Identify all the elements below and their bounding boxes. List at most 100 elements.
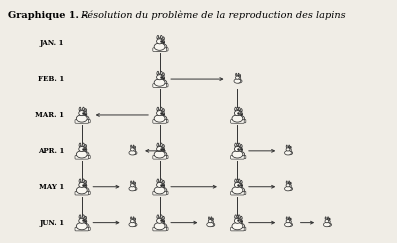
Ellipse shape <box>232 187 243 194</box>
Ellipse shape <box>157 215 158 218</box>
Ellipse shape <box>241 180 242 183</box>
Ellipse shape <box>79 223 89 229</box>
Ellipse shape <box>83 143 85 147</box>
Ellipse shape <box>163 109 164 112</box>
Ellipse shape <box>82 109 83 112</box>
Ellipse shape <box>157 43 167 50</box>
FancyBboxPatch shape <box>78 227 90 230</box>
Ellipse shape <box>81 148 87 152</box>
Ellipse shape <box>82 145 83 148</box>
Ellipse shape <box>133 181 134 183</box>
FancyBboxPatch shape <box>78 191 90 195</box>
Ellipse shape <box>288 218 289 220</box>
Ellipse shape <box>76 223 87 230</box>
Ellipse shape <box>237 180 239 183</box>
Ellipse shape <box>329 218 330 220</box>
Ellipse shape <box>288 220 291 223</box>
Ellipse shape <box>234 79 241 83</box>
Ellipse shape <box>156 39 163 44</box>
Ellipse shape <box>133 220 136 223</box>
Ellipse shape <box>161 143 162 147</box>
Ellipse shape <box>210 220 214 223</box>
Ellipse shape <box>208 217 209 219</box>
Ellipse shape <box>156 75 163 80</box>
FancyBboxPatch shape <box>153 191 166 195</box>
Ellipse shape <box>85 180 87 183</box>
Text: APR. 1: APR. 1 <box>38 147 64 155</box>
Ellipse shape <box>160 37 161 40</box>
Ellipse shape <box>81 112 87 116</box>
Ellipse shape <box>286 217 287 219</box>
Ellipse shape <box>238 73 239 76</box>
FancyBboxPatch shape <box>153 227 166 231</box>
Ellipse shape <box>131 187 137 191</box>
Ellipse shape <box>290 218 291 220</box>
Ellipse shape <box>240 75 241 77</box>
Ellipse shape <box>290 182 291 184</box>
FancyBboxPatch shape <box>231 156 244 159</box>
Ellipse shape <box>157 179 158 182</box>
Ellipse shape <box>131 151 137 155</box>
Ellipse shape <box>289 145 290 148</box>
Ellipse shape <box>287 223 293 226</box>
Ellipse shape <box>239 143 240 147</box>
Ellipse shape <box>154 115 165 122</box>
Ellipse shape <box>212 218 214 220</box>
Ellipse shape <box>234 182 241 187</box>
Ellipse shape <box>135 146 136 148</box>
FancyBboxPatch shape <box>153 84 166 87</box>
Ellipse shape <box>85 145 87 148</box>
Ellipse shape <box>76 187 87 194</box>
FancyBboxPatch shape <box>156 84 168 87</box>
FancyBboxPatch shape <box>153 120 166 123</box>
FancyBboxPatch shape <box>78 155 90 159</box>
Ellipse shape <box>157 71 158 75</box>
Ellipse shape <box>79 215 81 218</box>
Ellipse shape <box>79 218 85 223</box>
Ellipse shape <box>163 37 164 40</box>
Ellipse shape <box>157 151 167 158</box>
Ellipse shape <box>83 107 85 111</box>
Ellipse shape <box>82 180 83 183</box>
Ellipse shape <box>285 222 291 227</box>
FancyBboxPatch shape <box>234 227 246 230</box>
Ellipse shape <box>288 182 289 184</box>
Text: JUN. 1: JUN. 1 <box>39 219 64 227</box>
Ellipse shape <box>161 179 162 182</box>
Ellipse shape <box>156 147 163 152</box>
Ellipse shape <box>133 217 134 219</box>
Ellipse shape <box>234 147 241 152</box>
Ellipse shape <box>232 115 243 122</box>
Ellipse shape <box>288 146 289 148</box>
Ellipse shape <box>211 217 212 219</box>
Ellipse shape <box>79 115 89 122</box>
Ellipse shape <box>163 216 164 219</box>
FancyBboxPatch shape <box>156 48 168 51</box>
Ellipse shape <box>237 216 239 219</box>
Ellipse shape <box>81 183 87 188</box>
Ellipse shape <box>79 107 81 111</box>
Ellipse shape <box>157 35 158 39</box>
Ellipse shape <box>239 179 240 182</box>
Ellipse shape <box>208 220 212 223</box>
Ellipse shape <box>286 145 287 148</box>
Ellipse shape <box>133 149 136 151</box>
Ellipse shape <box>163 73 164 76</box>
Ellipse shape <box>235 179 236 182</box>
Ellipse shape <box>328 217 329 219</box>
Ellipse shape <box>135 218 136 220</box>
Ellipse shape <box>239 107 240 111</box>
Ellipse shape <box>83 215 85 218</box>
Ellipse shape <box>157 143 158 147</box>
Ellipse shape <box>237 148 243 152</box>
Ellipse shape <box>232 223 243 230</box>
Ellipse shape <box>133 145 134 148</box>
Ellipse shape <box>159 112 165 116</box>
Ellipse shape <box>157 187 167 193</box>
Ellipse shape <box>241 109 242 112</box>
Ellipse shape <box>235 107 236 111</box>
Ellipse shape <box>154 43 165 50</box>
Ellipse shape <box>131 148 134 151</box>
Ellipse shape <box>79 143 81 147</box>
Ellipse shape <box>235 151 245 158</box>
